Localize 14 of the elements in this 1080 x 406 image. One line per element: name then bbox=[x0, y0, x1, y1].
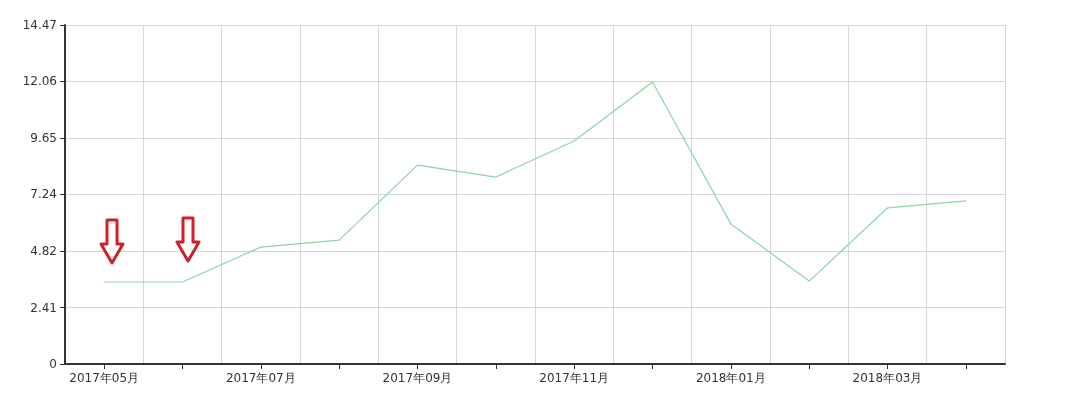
y-tick-label: 0 bbox=[49, 357, 57, 371]
x-tick-label: 2017年07月 bbox=[225, 371, 296, 385]
y-tick-label: 9.65 bbox=[30, 130, 57, 145]
x-tick-label: 2017年09月 bbox=[382, 371, 453, 385]
x-tick-label: 2017年05月 bbox=[69, 371, 140, 385]
y-tick-label: 2.41 bbox=[30, 300, 57, 315]
y-tick-label: 12.06 bbox=[22, 74, 57, 89]
line-series bbox=[103, 81, 967, 283]
x-tick-label: 2017年11月 bbox=[539, 371, 610, 385]
x-tick-label: 2018年03月 bbox=[852, 371, 923, 385]
y-tick-label: 4.82 bbox=[30, 244, 57, 259]
x-tick-label: 2018年01月 bbox=[695, 371, 766, 385]
y-tick-label: 14.47 bbox=[22, 18, 57, 32]
y-tick-label: 7.24 bbox=[30, 187, 57, 202]
